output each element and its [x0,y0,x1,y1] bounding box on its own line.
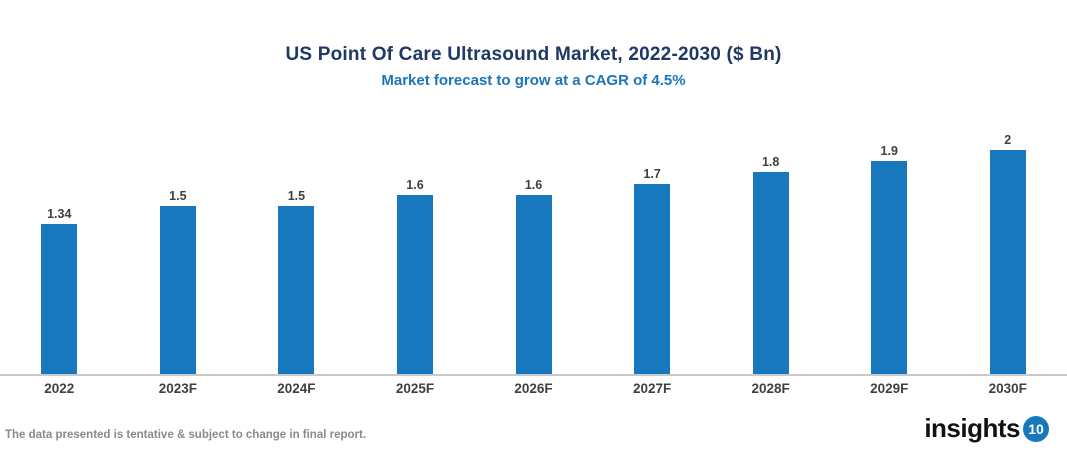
bar-value-label: 1.34 [47,206,72,221]
bar [515,194,552,374]
chart-title: US Point Of Care Ultrasound Market, 2022… [285,44,782,65]
chart-header: US Point Of Care Ultrasound Market, 2022… [0,44,1067,89]
bar-column: 1.6 [474,178,593,374]
bar-value-label: 1.8 [761,155,780,170]
bar-column: 1.34 [0,207,119,374]
bar-column: 1.5 [237,189,356,374]
bar [871,161,908,374]
bar [752,172,789,374]
bar [396,194,433,374]
disclaimer-text: The data presented is tentative & subjec… [5,429,367,441]
bar [41,223,78,374]
bar-value-label: 1.5 [169,189,187,203]
bar-column: 1.5 [119,189,238,374]
bar [634,183,671,374]
x-axis-label: 2025F [395,381,435,396]
bars-container: 1.34 1.5 1.5 1.6 1.6 1.7 1.8 1.9 2 [0,133,1067,374]
bar-value-label: 2 [1004,133,1012,147]
x-axis-label: 2026F [514,381,553,396]
logo-wordmark: insights [924,413,1020,443]
x-axis-label: 2028F [751,381,790,396]
x-axis-label: 2024F [277,381,316,396]
x-axis-label: 2022 [44,381,75,396]
bar-value-label: 1.6 [524,177,543,192]
x-axis-label: 2029F [870,381,909,396]
bar-value-label: 1.7 [643,166,661,181]
x-axis-label: 2030F [988,381,1027,396]
bar-column: 1.8 [711,155,830,374]
bar-column: 1.6 [356,178,475,374]
insights10-logo: insights 10 [924,413,1049,444]
bar-column: 2 [949,133,1067,374]
bar-column: 1.7 [593,167,712,374]
bar-value-label: 1.9 [880,144,898,159]
chart-subtitle: Market forecast to grow at a CAGR of 4.5… [381,71,686,89]
x-axis-label: 2023F [158,381,197,396]
bar [159,206,196,374]
plot-area: 1.34 1.5 1.5 1.6 1.6 1.7 1.8 1.9 2 2022 2023F 2024… [0,133,1067,396]
x-axis-line [0,374,1067,376]
x-axis-labels: 2022 2023F 2024F 2025F 2026F 2027F 2028F 2029F 2… [0,381,1067,396]
bar [278,206,315,374]
logo-badge: 10 [1023,415,1049,442]
bar-column: 1.9 [830,144,949,374]
x-axis-label: 2027F [632,381,672,396]
bar-value-label: 1.5 [287,189,306,203]
bar-value-label: 1.6 [406,177,424,192]
bar [989,150,1026,374]
